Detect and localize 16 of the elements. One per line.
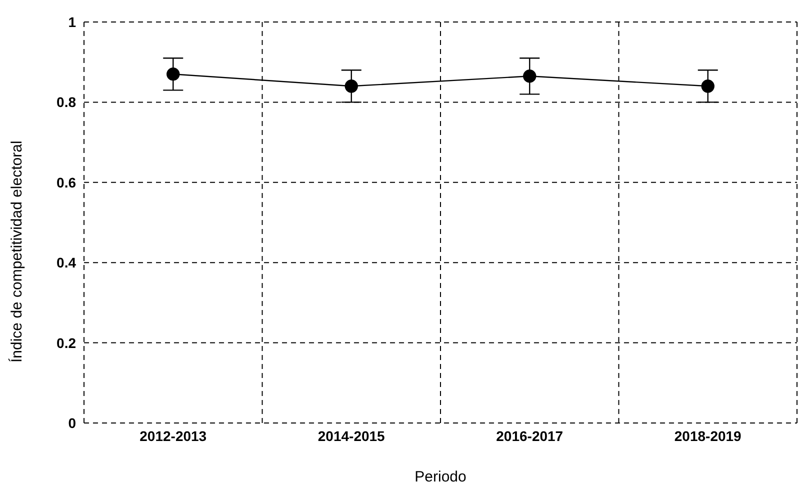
x-tick-label: 2014-2015 <box>318 428 386 444</box>
y-tick-label: 1 <box>68 14 76 30</box>
y-tick-label: 0.2 <box>56 334 76 351</box>
y-tick-label: 0.4 <box>56 254 76 271</box>
x-tick-label: 2016-2017 <box>496 428 564 444</box>
point <box>344 80 358 93</box>
y-axis-title: Índice de competitividad electoral <box>7 140 26 362</box>
point <box>523 70 536 83</box>
x-tick-label: 2012-2013 <box>140 428 207 444</box>
x-tick-label: 2018-2019 <box>674 428 742 444</box>
y-tick-label: 0.6 <box>56 174 76 190</box>
y-tick-label: 0.8 <box>56 94 76 110</box>
point <box>701 80 714 93</box>
x-axis-title: Periodo <box>414 468 466 486</box>
point <box>166 68 180 81</box>
y-tick-label: 0 <box>68 414 76 431</box>
